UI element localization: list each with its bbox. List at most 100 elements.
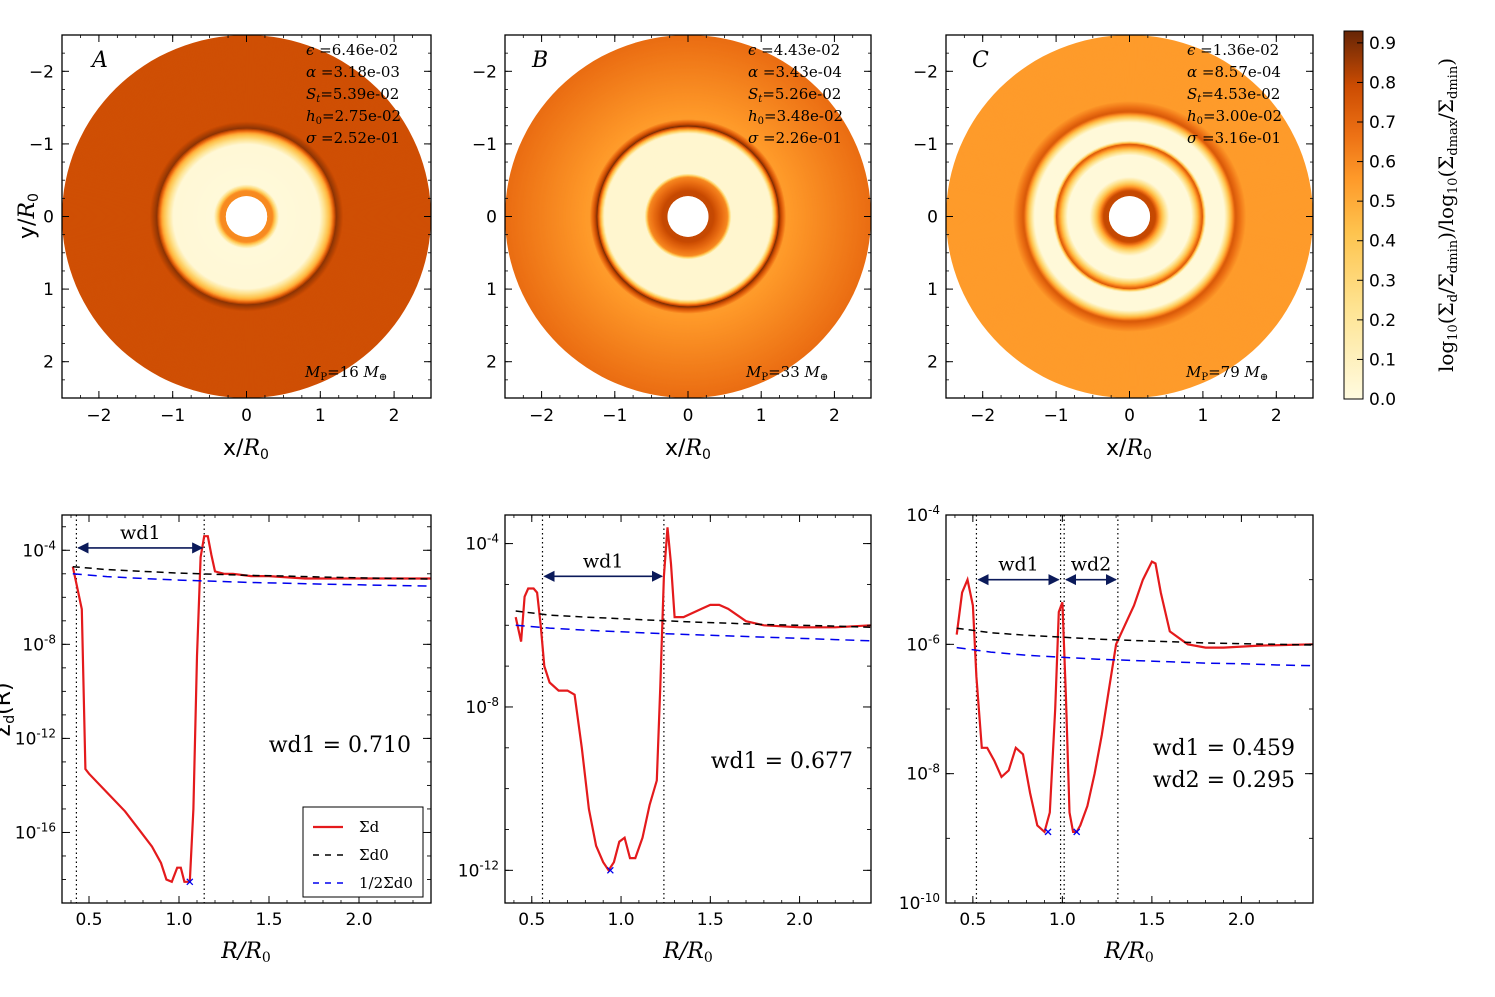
- panel-letter: C: [972, 48, 989, 73]
- svg-text:MP=79 M⊕: MP=79 M⊕: [1185, 363, 1268, 383]
- x-tick-label: 1.0: [1049, 910, 1076, 930]
- param-h0: 3.00e-02: [1216, 107, 1282, 125]
- x-tick-label: −1: [1044, 406, 1069, 426]
- param-epsilon: 1.36e-02: [1213, 41, 1279, 59]
- param-alpha: 3.43e-04: [775, 63, 841, 81]
- legend-box: [302, 806, 424, 898]
- xlabel-top-A: x/R0: [223, 436, 269, 463]
- colorbar-tick-label: 0.2: [1369, 311, 1396, 331]
- params-B: ϵ =4.43e-02 α =3.43e-04 St=5.26e-02 h0=3…: [745, 41, 843, 383]
- y-tick-label: 0: [43, 208, 54, 228]
- y-tick-label: 10-6: [906, 632, 940, 655]
- param-epsilon: 4.43e-02: [774, 41, 840, 59]
- width-annotation: wd1 = 0.710: [269, 733, 411, 758]
- svg-text:α =3.43e-04: α =3.43e-04: [748, 63, 842, 81]
- plot-area: [514, 515, 871, 903]
- x-tick-label: −1: [602, 406, 627, 426]
- profile-panel-C: wd1 wd2 0.5 1.0 1.5 2.0 10-4 10-6 10-8 10-10 wd1 =…: [899, 503, 1314, 930]
- svg-text:h0=3.48e-02: h0=3.48e-02: [748, 107, 843, 127]
- x-tick-label: 2.0: [786, 910, 813, 930]
- x-tick-label: −1: [160, 406, 185, 426]
- x-tick-label: 1: [1197, 406, 1208, 426]
- panel-letter: A: [90, 48, 108, 73]
- colorbar-tick-label: 0.9: [1369, 34, 1396, 54]
- width-label: wd2: [1071, 554, 1112, 576]
- y-tick-label: 10-8: [465, 695, 499, 718]
- x-tick-label: 2: [1271, 406, 1282, 426]
- panel-letter: B: [531, 48, 548, 73]
- width-annotation: wd2 = 0.295: [1153, 768, 1295, 793]
- param-sigma: 2.52e-01: [334, 129, 400, 147]
- disk-map-B: [505, 35, 871, 398]
- y-tick-label: −2: [913, 62, 938, 82]
- svg-text:σ =2.52e-01: σ =2.52e-01: [306, 129, 400, 147]
- colorbar-tick-label: 0.1: [1369, 350, 1396, 370]
- x-tick-label: 2.0: [1228, 910, 1255, 930]
- width-label: wd1: [583, 550, 624, 572]
- x-tick-label: 1: [315, 406, 326, 426]
- y-tick-label: 10-4: [22, 538, 56, 561]
- param-st: 5.26e-02: [775, 85, 841, 103]
- planet-mass: 16: [340, 363, 359, 381]
- colorbar-tick-label: 0.4: [1369, 232, 1396, 252]
- planet-mass: 33: [781, 363, 800, 381]
- param-sigma: 3.16e-01: [1215, 129, 1281, 147]
- svg-text:h0=3.00e-02: h0=3.00e-02: [1187, 107, 1282, 127]
- planet-mass: 79: [1221, 363, 1240, 381]
- x-tick-label: −2: [529, 406, 554, 426]
- xlabel-bottom-B: R/R0: [662, 939, 712, 966]
- colorbar-tick-label: 0.3: [1369, 271, 1396, 291]
- sigma-d0-line: [956, 627, 1313, 646]
- y-tick-label: −1: [29, 135, 54, 155]
- y-tick-label: 10-10: [899, 891, 940, 914]
- colorbar-ticks: 0.0 0.1 0.2 0.3 0.4 0.5 0.6 0.7 0.8 0.9: [1357, 34, 1396, 410]
- y-tick-label: 2: [486, 353, 497, 373]
- y-tick-label: 10-8: [22, 632, 56, 655]
- minimum-marker: [186, 878, 194, 886]
- y-tick-label: 10-12: [15, 726, 56, 749]
- x-tick-label: 0.5: [518, 910, 545, 930]
- legend-label: Σd: [359, 818, 380, 836]
- xlabel-bottom-A: R/R0: [220, 939, 270, 966]
- minimum-marker: [1073, 828, 1081, 836]
- params-C: ϵ =1.36e-02 α =8.57e-04 St=4.53e-02 h0=3…: [1185, 41, 1282, 383]
- xlabel-bottom-C: R/R0: [1103, 939, 1153, 966]
- colorbar-tick-label: 0.7: [1369, 113, 1396, 133]
- y-tick-label: −1: [472, 135, 497, 155]
- xlabel-top-C: x/R0: [1106, 436, 1152, 463]
- svg-text:ϵ =4.43e-02: ϵ =4.43e-02: [748, 41, 840, 59]
- svg-text:ϵ =1.36e-02: ϵ =1.36e-02: [1187, 41, 1279, 59]
- colorbar-tick-label: 0.0: [1369, 390, 1396, 410]
- y-tick-label: 10-4: [906, 503, 940, 526]
- x-tick-label: 1.0: [608, 910, 635, 930]
- width-annotation: wd1 = 0.459: [1153, 736, 1295, 761]
- param-h0: 2.75e-02: [335, 107, 401, 125]
- y-tick-label: 1: [43, 280, 54, 300]
- disk-map-C: [946, 35, 1313, 398]
- x-tick-label: 0: [241, 406, 252, 426]
- y-tick-label: −2: [472, 62, 497, 82]
- colorbar-tick-label: 0.6: [1369, 153, 1396, 173]
- svg-text:St=5.26e-02: St=5.26e-02: [748, 85, 841, 105]
- colorbar-gradient: [1343, 30, 1364, 400]
- top-panel-B: B: [504, 34, 872, 399]
- disk-map-A: [62, 35, 431, 398]
- minimum-marker: [606, 866, 614, 874]
- svg-text:St=4.53e-02: St=4.53e-02: [1187, 85, 1280, 105]
- y-tick-label: 0: [486, 208, 497, 228]
- x-tick-label: 1: [756, 406, 767, 426]
- svg-text:σ =3.16e-01: σ =3.16e-01: [1187, 129, 1281, 147]
- y-tick-label: 0: [927, 208, 938, 228]
- svg-text:MP=33 M⊕: MP=33 M⊕: [745, 363, 828, 383]
- width-label: wd1: [998, 554, 1039, 576]
- plot-area: [71, 515, 431, 903]
- param-st: 5.39e-02: [333, 85, 399, 103]
- colorbar: 0.0 0.1 0.2 0.3 0.4 0.5 0.6 0.7 0.8 0.9 log10(Σd/…: [1343, 30, 1461, 410]
- y-tick-label: 1: [927, 280, 938, 300]
- y-tick-label: 10-8: [906, 762, 940, 785]
- legend-label: Σd0: [359, 846, 389, 864]
- sigma-d-line: [955, 560, 1313, 834]
- plot-area: [955, 515, 1313, 903]
- y-tick-label: 1: [486, 280, 497, 300]
